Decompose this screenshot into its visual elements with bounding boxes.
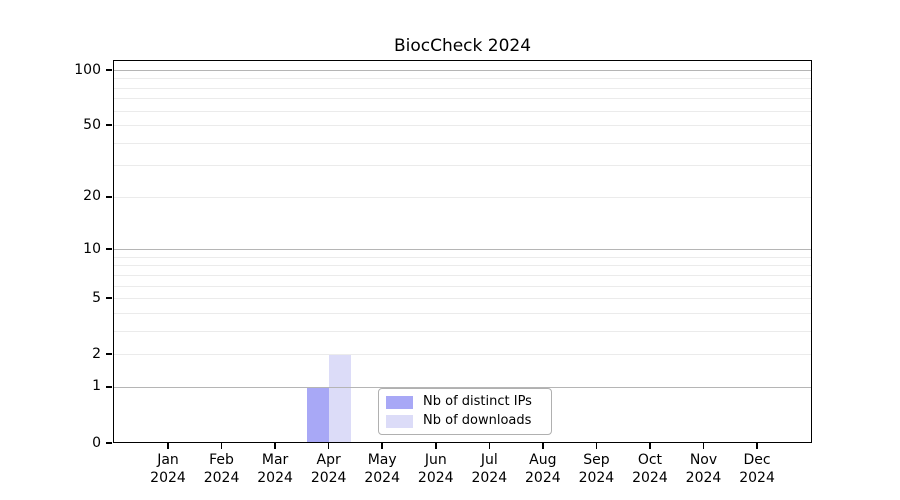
legend: Nb of distinct IPs Nb of downloads xyxy=(378,388,552,435)
y-tick-label: 2 xyxy=(92,345,101,362)
gridline-minor xyxy=(113,87,812,89)
x-tick xyxy=(702,443,705,449)
x-tick-label: Oct 2024 xyxy=(632,452,668,486)
gridline-minor xyxy=(113,265,812,267)
y-tick xyxy=(106,353,112,355)
y-tick-label: 5 xyxy=(92,289,101,306)
x-tick-label: Jun 2024 xyxy=(417,452,454,486)
bar-distinct-ips-apr xyxy=(306,386,329,443)
gridline-minor xyxy=(113,98,812,100)
y-tick xyxy=(106,297,112,299)
x-tick-label: May 2024 xyxy=(364,452,400,486)
y-tick xyxy=(106,442,112,444)
legend-label-downloads: Nb of downloads xyxy=(423,413,532,428)
gridline-minor xyxy=(113,196,812,198)
x-tick xyxy=(488,443,491,449)
x-tick-label: Dec 2024 xyxy=(739,452,775,486)
y-tick-label: 0 xyxy=(92,434,101,451)
gridline-minor xyxy=(113,78,812,80)
x-tick xyxy=(327,443,330,449)
legend-swatch-downloads xyxy=(386,414,413,428)
x-tick xyxy=(649,443,651,449)
x-tick-label: Mar 2024 xyxy=(257,452,293,486)
gridline-minor xyxy=(113,165,812,167)
gridline-major xyxy=(113,386,812,388)
y-tick-label: 10 xyxy=(83,240,101,257)
gridline-minor xyxy=(113,330,812,332)
gridline-minor xyxy=(113,298,812,300)
legend-item-downloads: Nb of downloads xyxy=(386,413,543,429)
gridline-major xyxy=(113,249,812,251)
x-tick xyxy=(756,443,758,449)
gridline-minor xyxy=(113,110,812,112)
gridline-minor xyxy=(113,142,812,144)
plot-area xyxy=(113,60,812,443)
x-tick-label: Jul 2024 xyxy=(471,452,508,486)
legend-label-distinct-ips: Nb of distinct IPs xyxy=(423,394,532,409)
gridline-minor xyxy=(113,274,812,276)
x-tick xyxy=(274,443,276,449)
x-tick-label: Apr 2024 xyxy=(310,452,347,486)
x-tick xyxy=(595,443,598,449)
gridline-minor xyxy=(113,285,812,287)
x-tick-label: Jan 2024 xyxy=(150,452,186,486)
y-tick-label: 100 xyxy=(74,61,101,78)
gridline-minor xyxy=(113,312,812,314)
x-tick xyxy=(542,443,544,449)
x-tick xyxy=(167,443,169,449)
x-tick xyxy=(220,443,223,449)
y-tick xyxy=(106,248,112,250)
gridline-minor xyxy=(113,354,812,356)
legend-item-distinct-ips: Nb of distinct IPs xyxy=(386,394,543,410)
gridline-minor xyxy=(113,256,812,258)
y-tick xyxy=(106,196,112,198)
gridline-major xyxy=(113,70,812,71)
x-tick xyxy=(381,443,383,449)
y-tick-label: 20 xyxy=(83,188,101,205)
gridline-minor xyxy=(113,125,812,127)
y-tick xyxy=(106,69,112,71)
bar-downloads-apr xyxy=(328,354,351,443)
y-tick xyxy=(106,124,112,126)
chart-title: BiocCheck 2024 xyxy=(393,36,532,56)
x-tick-label: Feb 2024 xyxy=(203,452,240,486)
x-tick xyxy=(435,443,437,449)
x-tick-label: Sep 2024 xyxy=(578,452,615,486)
y-tick-label: 1 xyxy=(92,378,101,395)
y-tick xyxy=(106,386,112,388)
x-tick-label: Aug 2024 xyxy=(525,452,561,486)
x-tick-label: Nov 2024 xyxy=(685,452,722,486)
y-tick-label: 50 xyxy=(83,116,101,133)
legend-swatch-distinct-ips xyxy=(386,395,413,409)
